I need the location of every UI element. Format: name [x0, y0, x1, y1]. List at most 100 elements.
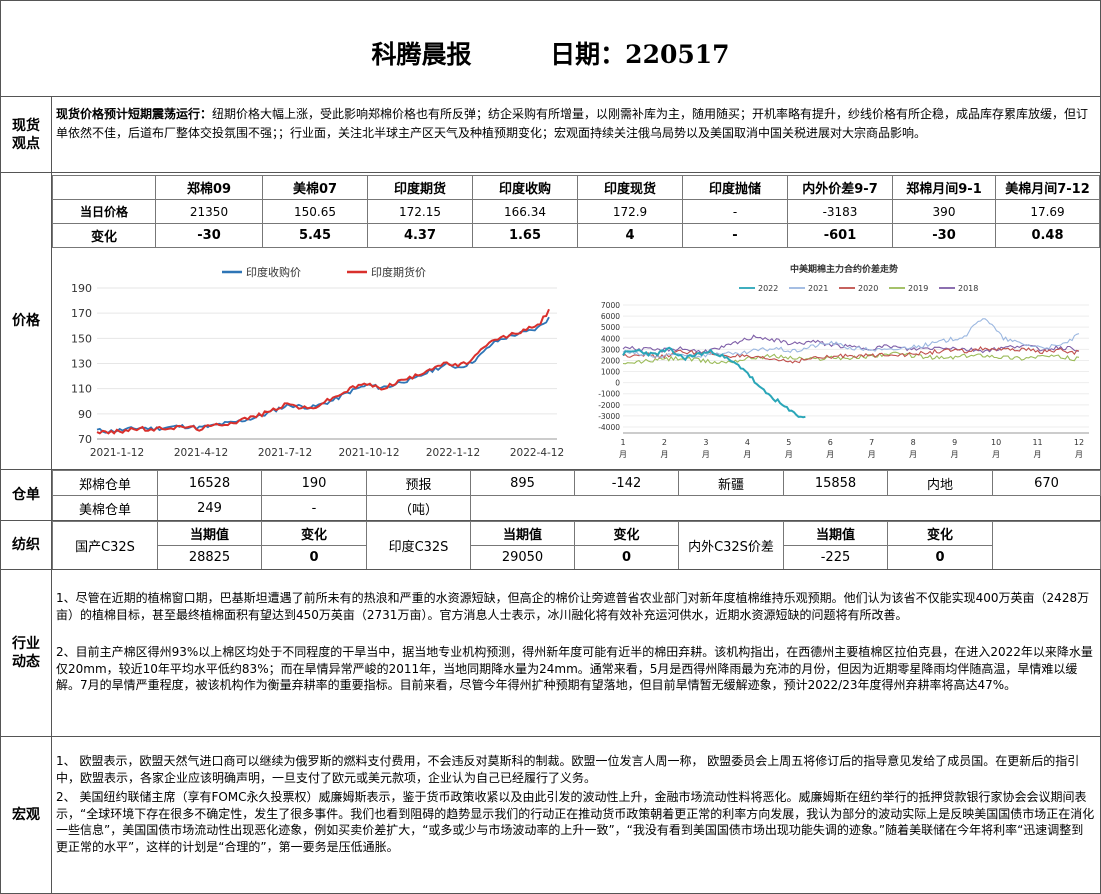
- x-tick-label: 7: [869, 438, 874, 447]
- x-tick-label: 12: [1074, 438, 1084, 447]
- x-tick-label: 4: [745, 438, 750, 447]
- india-price-chart: 70 90 110 130 150 170 190 2021-1-12 2021-4-12 202…: [57, 253, 567, 467]
- x-tick-label: 6: [828, 438, 833, 447]
- yarn-change: 0: [574, 545, 679, 570]
- warehouse-cell: -142: [574, 470, 679, 496]
- x-tick-unit: 月: [660, 450, 668, 459]
- price-label: 价格: [1, 173, 52, 469]
- chart-title: 中美期棉主力合约价差走势: [790, 263, 898, 275]
- macro-paragraph-2: 2、 美国纽约联储主席（享有FOMC永久投票权）威廉姆斯表示，鉴于货币政策收紧以…: [56, 790, 1095, 854]
- warehouse-empty: [471, 496, 1101, 521]
- india-price-chart-svg: 70 90 110 130 150 170 190 2021-1-12 2021-4-12 202…: [71, 265, 564, 459]
- warehouse-cell: 新疆: [678, 470, 784, 496]
- x-tick-label: 5: [786, 438, 791, 447]
- price-cell: 0.48: [995, 223, 1100, 248]
- industry-label: 行业 动态: [1, 570, 52, 736]
- price-cell: 4.37: [367, 223, 473, 248]
- y-tick-label: 130: [71, 358, 92, 371]
- y-tick-label: 6000: [601, 312, 620, 321]
- yarn-cur-header: 当期值: [470, 521, 575, 546]
- series-line-2021: [622, 318, 1080, 358]
- y-tick-label: 110: [71, 383, 92, 396]
- yarn-value: 29050: [470, 545, 575, 570]
- price-header-cell: 印度抛储: [682, 175, 788, 200]
- warehouse-section: 仓单 郑棉仓单 16528 190 预报 895 -142 新疆 15858 内…: [0, 469, 1101, 521]
- industry-paragraph-2: 2、目前主产棉区得州93%以上棉区均处于不同程度的干旱当中，据当地专业机构预测，…: [56, 645, 1093, 692]
- x-tick-unit: 月: [743, 450, 751, 459]
- y-tick-label: 4000: [601, 334, 620, 343]
- yarn-name: 印度C32S: [366, 521, 471, 570]
- yarn-name: 国产C32S: [52, 521, 158, 570]
- legend-label: 2019: [908, 284, 928, 293]
- legend-label: 2022: [758, 284, 778, 293]
- y-tick-label: -3000: [598, 412, 620, 421]
- price-cell: 166.34: [472, 199, 578, 224]
- warehouse-cell: 内地: [887, 470, 993, 496]
- price-table: 郑棉09 美棉07 印度期货 印度收购 印度现货 印度抛储 内外价差9-7 郑棉…: [52, 175, 1100, 248]
- y-tick-label: -2000: [598, 401, 620, 410]
- price-header-cell: 内外价差9-7: [787, 175, 893, 200]
- macro-paragraph-1: 1、 欧盟表示，欧盟天然气进口商可以继续为俄罗斯的燃料支付费用，不会违反对莫斯科…: [56, 754, 1080, 785]
- x-tick-label: 11: [1032, 438, 1042, 447]
- y-tick-label: 70: [78, 433, 92, 446]
- price-cell: 172.15: [367, 199, 473, 224]
- x-tick-label: 10: [991, 438, 1001, 447]
- price-cell: -30: [892, 223, 996, 248]
- x-tick-label: 3: [703, 438, 708, 447]
- warehouse-cell: 670: [992, 470, 1101, 496]
- warehouse-cell: 美棉仓单: [52, 495, 158, 521]
- price-header-cell: 郑棉09: [155, 175, 263, 200]
- yarn-name: 内外C32S价差: [678, 521, 784, 570]
- x-tick-label: 2: [662, 438, 667, 447]
- macro-section: 宏观 1、 欧盟表示，欧盟天然气进口商可以继续为俄罗斯的燃料支付费用，不会违反对…: [0, 736, 1101, 894]
- price-header-cell: 印度现货: [577, 175, 683, 200]
- spot-body: 纽期价格大幅上涨，受此影响郑棉价格也有所反弹；纺企采购有所增量，以刚需补库为主，…: [56, 107, 1089, 140]
- price-header-cell: 印度收购: [472, 175, 578, 200]
- report-date: 日期：220517: [550, 40, 730, 69]
- series-line-futures: [96, 308, 550, 435]
- x-tick-unit: 月: [1075, 450, 1083, 459]
- report-title-line: 科腾晨报 日期：220517: [1, 35, 1100, 71]
- x-tick-unit: 月: [992, 450, 1000, 459]
- yarn-row-2: 28825 0 29050 0 -225 0: [53, 545, 1101, 570]
- price-cell: 17.69: [995, 199, 1100, 224]
- y-tick-label: 5000: [601, 323, 620, 332]
- yarn-table: 国产C32S 当期值 变化 印度C32S 当期值 变化 内外C32S价差 当期值…: [52, 521, 1101, 570]
- price-cell: 390: [892, 199, 996, 224]
- price-cell: 172.9: [577, 199, 683, 224]
- warehouse-cell: 190: [261, 470, 367, 496]
- yarn-change: 0: [887, 545, 993, 570]
- price-header-cell: 郑棉月间9-1: [892, 175, 996, 200]
- yarn-cur-header: 当期值: [157, 521, 262, 546]
- price-cell: 21350: [155, 199, 263, 224]
- legend-label: 印度收购价: [246, 265, 301, 279]
- y-tick-label: 90: [78, 408, 92, 421]
- y-tick-label: 2000: [601, 356, 620, 365]
- industry-section: 行业 动态 1、尽管在近期的植棉窗口期，巴基斯坦遭遇了前所未有的热浪和严重的水资源…: [0, 569, 1101, 737]
- legend-label: 2021: [808, 284, 828, 293]
- x-tick-unit: 月: [826, 450, 834, 459]
- price-header-blank: [52, 175, 156, 200]
- price-header-cell: 美棉07: [262, 175, 368, 200]
- series-line-2022: [622, 346, 806, 419]
- yarn-chg-header: 变化: [574, 521, 679, 546]
- x-tick-unit: 月: [702, 450, 710, 459]
- warehouse-cell: 预报: [366, 470, 471, 496]
- x-tick-unit: 月: [785, 450, 793, 459]
- yarn-section: 纺织 国产C32S 当期值 变化 印度C32S 当期值 变化 内外C32S价差 …: [0, 520, 1101, 570]
- price-header-cell: 印度期货: [367, 175, 473, 200]
- y-tick-label: 190: [71, 282, 92, 295]
- x-tick-label: 2022-1-12: [426, 447, 480, 459]
- legend-label: 2020: [858, 284, 878, 293]
- price-cell: 5.45: [262, 223, 368, 248]
- yarn-value: 28825: [157, 545, 262, 570]
- warehouse-cell: 16528: [157, 470, 262, 496]
- x-tick-unit: 月: [1034, 450, 1042, 459]
- price-today-row: 当日价格 21350 150.65 172.15 166.34 172.9 - …: [52, 199, 1100, 224]
- report-title: 科腾晨报: [371, 40, 472, 69]
- x-tick-label: 2022-4-12: [510, 447, 564, 459]
- yarn-chg-header: 变化: [887, 521, 993, 546]
- x-tick-unit: 月: [868, 450, 876, 459]
- price-row-label: 当日价格: [52, 199, 156, 224]
- yarn-empty: [992, 521, 1101, 570]
